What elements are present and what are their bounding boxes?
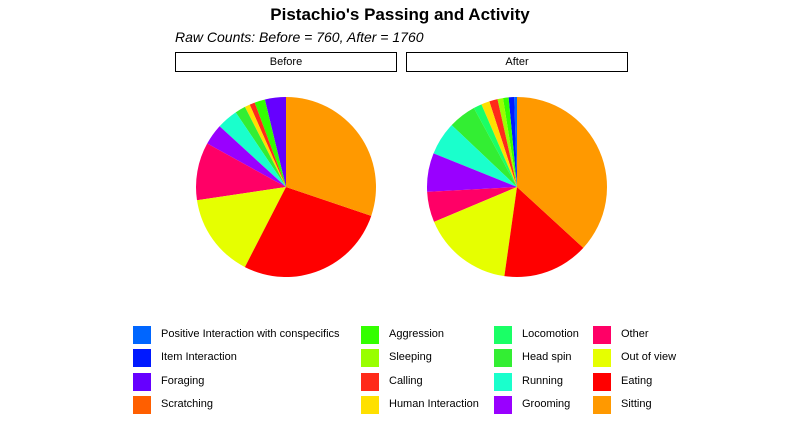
legend-label: Running: [522, 375, 563, 387]
chart-title: Pistachio's Passing and Activity: [270, 5, 530, 24]
pie-slice-before-grooming: [207, 126, 286, 187]
pie-slice-after-calling: [489, 99, 517, 187]
panel-label-before: Before: [175, 52, 397, 72]
legend-label: Item Interaction: [161, 351, 237, 363]
pie-slice-after-other: [427, 187, 517, 222]
pie-slice-after-item-interaction: [508, 97, 517, 187]
legend-label: Eating: [621, 375, 653, 387]
legend-label: Scratching: [161, 398, 213, 410]
pie-slice-before-other: [196, 143, 286, 201]
legend-label: Human Interaction: [389, 398, 479, 410]
pie-slice-before-out-of-view: [196, 187, 286, 268]
legend-swatch: [133, 326, 151, 344]
legend-swatch: [133, 396, 151, 414]
legend-swatch: [494, 396, 512, 414]
legend-swatch: [361, 373, 379, 391]
pie-slice-before-human-interaction: [244, 104, 286, 187]
legend-label: Out of view: [621, 351, 677, 363]
pie-slice-before-calling: [249, 102, 286, 187]
legend-swatch: [593, 349, 611, 367]
chart-subtitle: Raw Counts: Before = 760, After = 1760: [175, 29, 424, 45]
legend-swatch: [593, 326, 611, 344]
pie-slice-after-running: [433, 125, 517, 187]
legend-swatch: [494, 373, 512, 391]
legend-label: Other: [621, 328, 649, 340]
legend-swatch: [593, 396, 611, 414]
legend-label: Sleeping: [389, 351, 432, 363]
pie-slice-after-positive-interaction-with-conspecifics: [514, 96, 517, 187]
legend-swatch: [593, 373, 611, 391]
legend-swatch: [494, 326, 512, 344]
pie-slice-after-head-spin: [451, 108, 517, 187]
legend-label: Locomotion: [522, 328, 579, 340]
pie-slice-after-human-interaction: [481, 101, 517, 187]
pie-slice-after-locomotion: [473, 104, 517, 187]
pie-slice-after-grooming: [426, 153, 517, 192]
pie-slice-before-aggression: [254, 99, 286, 187]
pie-slice-after-sitting: [517, 96, 608, 248]
pie-slice-before-foraging: [264, 97, 286, 187]
legend-swatch: [361, 326, 379, 344]
pie-slice-after-sleeping: [497, 98, 517, 187]
legend-swatch: [133, 373, 151, 391]
legend-label: Sitting: [621, 398, 652, 410]
pie-slice-after-out-of-view: [434, 187, 517, 277]
pie-chart-before: [196, 97, 376, 278]
legend-label: Positive Interaction with conspecifics: [161, 328, 340, 340]
pie-slice-before-sitting: [286, 97, 376, 216]
legend-swatch: [133, 349, 151, 367]
panel-label-after: After: [406, 52, 628, 72]
legend-label: Foraging: [161, 375, 205, 387]
legend-swatch: [494, 349, 512, 367]
legend-swatch: [361, 396, 379, 414]
pie-slice-after-aggression: [502, 97, 517, 187]
pie-slice-before-running: [219, 112, 286, 187]
legend-label: Aggression: [389, 328, 445, 340]
legend-label: Grooming: [522, 398, 571, 410]
legend-swatch: [361, 349, 379, 367]
pie-slice-after-eating: [504, 187, 584, 278]
pie-chart-after: [426, 96, 608, 278]
pie-slice-before-eating: [244, 187, 372, 278]
legend-label: Head spin: [522, 351, 572, 363]
legend-label: Calling: [389, 375, 423, 387]
pie-slice-before-head-spin: [235, 106, 286, 187]
